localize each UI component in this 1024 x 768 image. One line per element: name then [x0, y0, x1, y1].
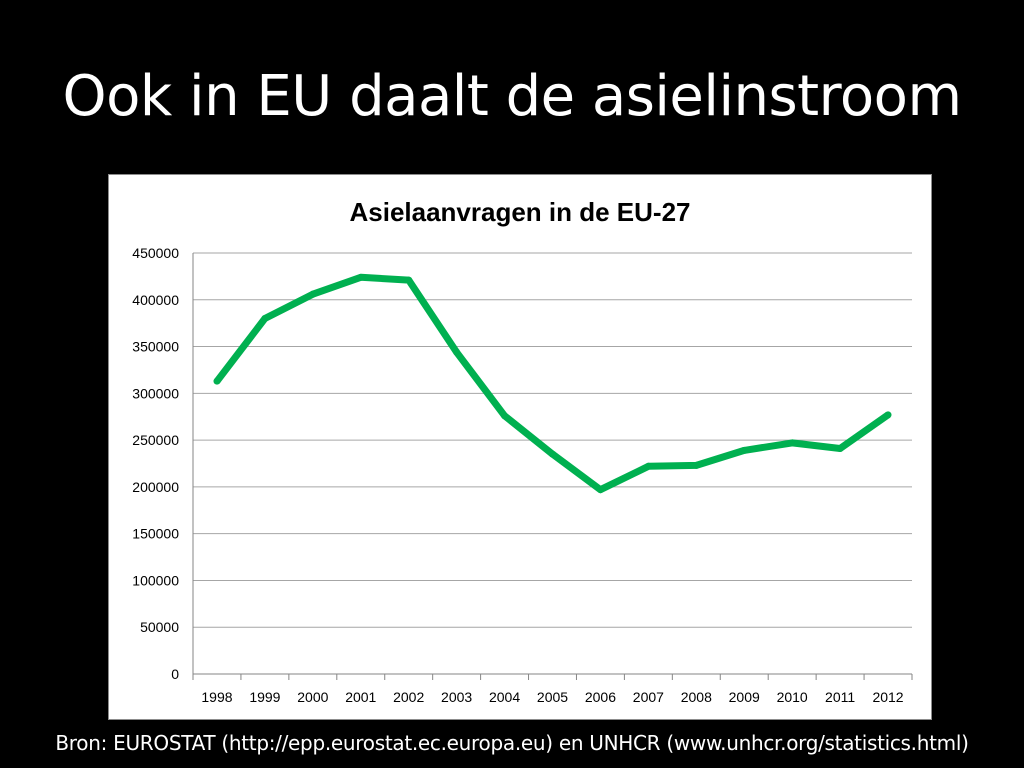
x-tick-label: 1999	[249, 689, 280, 705]
chart-title: Asielaanvragen in de EU-27	[349, 197, 690, 227]
data-point	[309, 290, 317, 298]
axes	[192, 253, 913, 680]
x-tick-label: 2008	[681, 689, 712, 705]
y-tick-label: 450000	[132, 245, 179, 261]
x-tick-label: 2003	[441, 689, 472, 705]
series-layer	[213, 273, 892, 494]
x-tick-label: 2009	[729, 689, 760, 705]
data-point	[501, 412, 509, 420]
x-tick-label: 2011	[825, 689, 855, 705]
data-point	[884, 411, 892, 419]
x-tick-label: 2001	[345, 689, 376, 705]
x-tick-label: 2005	[537, 689, 568, 705]
y-tick-label: 0	[171, 666, 179, 682]
y-tick-label: 400000	[132, 292, 179, 308]
x-tick-label: 1998	[201, 689, 232, 705]
data-point	[596, 486, 604, 494]
source-citation: Bron: EUROSTAT (http://epp.eurostat.ec.e…	[55, 731, 969, 755]
x-tick-label: 2010	[777, 689, 808, 705]
x-tick-label: 2004	[489, 689, 520, 705]
data-point	[453, 348, 461, 356]
data-point	[213, 377, 221, 385]
data-point	[405, 276, 413, 284]
y-tick-label: 300000	[132, 385, 179, 401]
data-point	[357, 273, 365, 281]
data-point	[549, 450, 556, 458]
x-tick-label: 2012	[872, 689, 903, 705]
data-point	[261, 314, 269, 322]
data-point	[836, 445, 844, 453]
slide-title: Ook in EU daalt de asielinstroom	[62, 64, 962, 129]
data-point	[644, 462, 652, 470]
x-tick-label: 2006	[585, 689, 616, 705]
x-axis-tick-labels: 1998 1999 2000 2001 2002 2003 2004 2005 2006 2007…	[201, 689, 903, 705]
x-tick-label: 2002	[393, 689, 424, 705]
y-tick-label: 350000	[132, 339, 179, 355]
data-point	[692, 461, 700, 469]
y-axis-tick-labels: 0 50000 100000 150000 200000 250000 300000 3500…	[132, 245, 179, 682]
y-tick-label: 250000	[132, 432, 179, 448]
chart-container: Asielaanvragen in de EU-27 0 50000 100000 1…	[108, 174, 932, 720]
y-tick-label: 200000	[132, 479, 179, 495]
data-point	[740, 446, 748, 454]
x-tick-label: 2000	[297, 689, 328, 705]
y-tick-label: 50000	[140, 619, 179, 635]
x-tick-label: 2007	[633, 689, 664, 705]
gridlines	[193, 252, 912, 628]
data-point	[788, 439, 796, 447]
series-line	[214, 273, 891, 494]
y-tick-label: 100000	[132, 572, 179, 588]
y-tick-label: 150000	[132, 526, 179, 542]
line-chart: Asielaanvragen in de EU-27 0 50000 100000 1…	[132, 197, 913, 705]
